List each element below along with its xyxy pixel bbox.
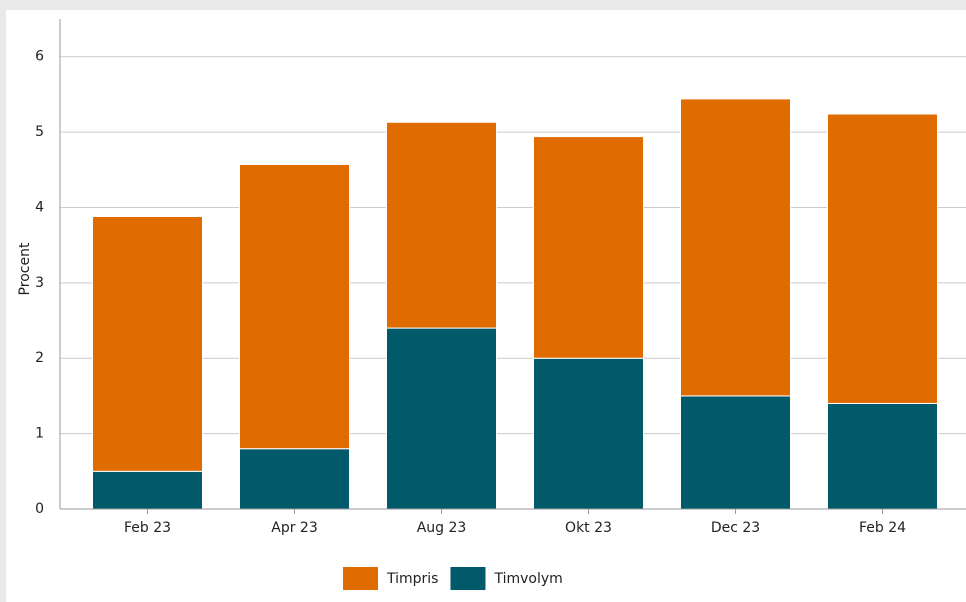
legend-swatch	[450, 567, 486, 590]
y-tick-label: 3	[35, 275, 44, 291]
x-tick-label: Okt 23	[565, 520, 612, 536]
y-tick-label: 0	[35, 501, 44, 517]
legend-label: Timpris	[386, 571, 438, 587]
bar-segment	[533, 136, 644, 359]
x-tick-label: Feb 24	[859, 520, 906, 536]
bar-segment	[239, 163, 350, 450]
x-tick-label: Feb 23	[124, 520, 171, 536]
bar-segment	[827, 402, 938, 510]
y-tick-label: 2	[35, 350, 44, 366]
bar-segment	[680, 98, 791, 397]
bar-segment	[386, 121, 497, 329]
y-tick-label: 5	[35, 124, 44, 140]
bar-segment	[680, 395, 791, 510]
bar-segment	[92, 470, 203, 510]
chart: Procent 0 1 2 3 4 5 6 Feb 23 Apr 23 Aug 23 Okt 23 D…	[17, 19, 966, 590]
bar-segment	[92, 216, 203, 472]
x-tick-label: Apr 23	[271, 520, 317, 536]
y-tick-label: 6	[35, 49, 44, 65]
x-tick-label: Dec 23	[711, 520, 760, 536]
y-axis-label: Procent	[17, 242, 33, 295]
chart-panel: Procent 0 1 2 3 4 5 6 Feb 23 Apr 23 Aug 23 Okt 23 D…	[6, 10, 966, 602]
bar-segment	[533, 357, 644, 510]
y-tick-label: 4	[35, 199, 44, 215]
bar-segment	[386, 327, 497, 510]
legend-swatch	[343, 567, 378, 590]
x-tick-label: Aug 23	[417, 520, 467, 536]
legend-label: Timvolym	[493, 571, 562, 587]
bar-segment	[239, 448, 350, 510]
bar-segment	[827, 113, 938, 404]
y-tick-label: 1	[35, 426, 44, 442]
